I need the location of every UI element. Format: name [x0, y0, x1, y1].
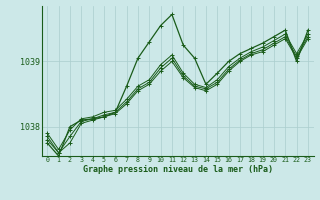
- X-axis label: Graphe pression niveau de la mer (hPa): Graphe pression niveau de la mer (hPa): [83, 165, 273, 174]
